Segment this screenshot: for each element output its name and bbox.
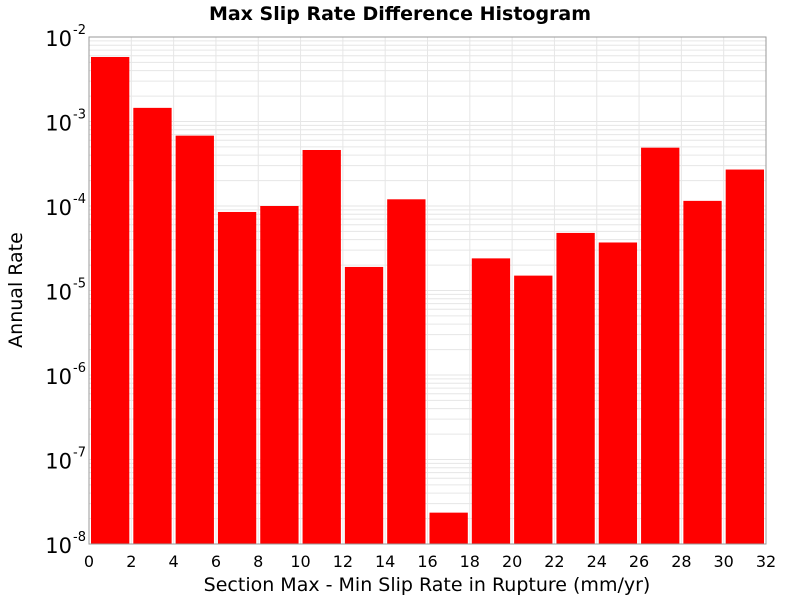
histogram-bar <box>133 107 172 544</box>
histogram-bar <box>683 200 722 544</box>
x-tick-label: 12 <box>333 552 353 571</box>
histogram-bar <box>175 135 214 544</box>
x-tick-label: 18 <box>460 552 480 571</box>
y-tick-base: 10 <box>45 27 72 51</box>
y-tick-base: 10 <box>45 196 72 220</box>
y-tick-exponent: -7 <box>73 446 86 461</box>
x-tick-label: 28 <box>671 552 691 571</box>
x-tick-label: 2 <box>126 552 136 571</box>
x-tick-label: 6 <box>211 552 221 571</box>
y-axis-label: Annual Rate <box>5 232 27 348</box>
histogram-bar <box>641 147 680 544</box>
histogram-bar <box>91 56 130 545</box>
x-axis-label: Section Max - Min Slip Rate in Rupture (… <box>204 574 651 596</box>
y-tick-base: 10 <box>45 281 72 305</box>
plot-frame <box>88 36 767 545</box>
x-tick-label: 30 <box>714 552 734 571</box>
histogram-bar <box>429 512 468 544</box>
y-tick-exponent: -2 <box>73 23 86 38</box>
histogram-bar <box>471 258 511 544</box>
x-tick-label: 26 <box>629 552 649 571</box>
histogram-bar <box>725 169 764 545</box>
x-tick-label: 32 <box>756 552 776 571</box>
x-tick-label: 24 <box>587 552 607 571</box>
x-tick-label: 14 <box>375 552 395 571</box>
histogram-bar <box>344 266 384 544</box>
x-tick-label: 8 <box>253 552 263 571</box>
chart-title: Max Slip Rate Difference Histogram <box>209 3 591 25</box>
y-tick-exponent: -3 <box>73 108 86 123</box>
x-tick-label: 20 <box>502 552 522 571</box>
y-tick-base: 10 <box>45 450 72 474</box>
y-tick-exponent: -5 <box>73 277 86 292</box>
histogram-bar <box>556 232 595 544</box>
x-tick-label: 22 <box>544 552 564 571</box>
histogram-bar <box>387 199 426 544</box>
y-tick-base: 10 <box>45 534 72 558</box>
histogram-bar <box>302 149 341 545</box>
x-tick-label: 4 <box>169 552 179 571</box>
y-tick-labels: 10-210-310-410-510-610-710-8 <box>45 23 86 558</box>
bars <box>91 56 764 545</box>
x-tick-label: 16 <box>417 552 437 571</box>
x-tick-label: 10 <box>290 552 310 571</box>
histogram-bar <box>598 242 638 545</box>
histogram-bar <box>260 206 299 544</box>
y-tick-exponent: -6 <box>73 361 86 376</box>
y-tick-base: 10 <box>45 365 72 389</box>
y-tick-exponent: -4 <box>73 192 86 207</box>
histogram-bar <box>514 275 553 544</box>
histogram-bar <box>217 211 257 544</box>
y-tick-exponent: -8 <box>73 530 86 545</box>
x-tick-labels: 0 2 4 6 8 10 12 14 16 18 20 22 24 26 28 30 32 <box>84 552 776 571</box>
x-tick-label: 0 <box>84 552 94 571</box>
y-tick-base: 10 <box>45 112 72 136</box>
